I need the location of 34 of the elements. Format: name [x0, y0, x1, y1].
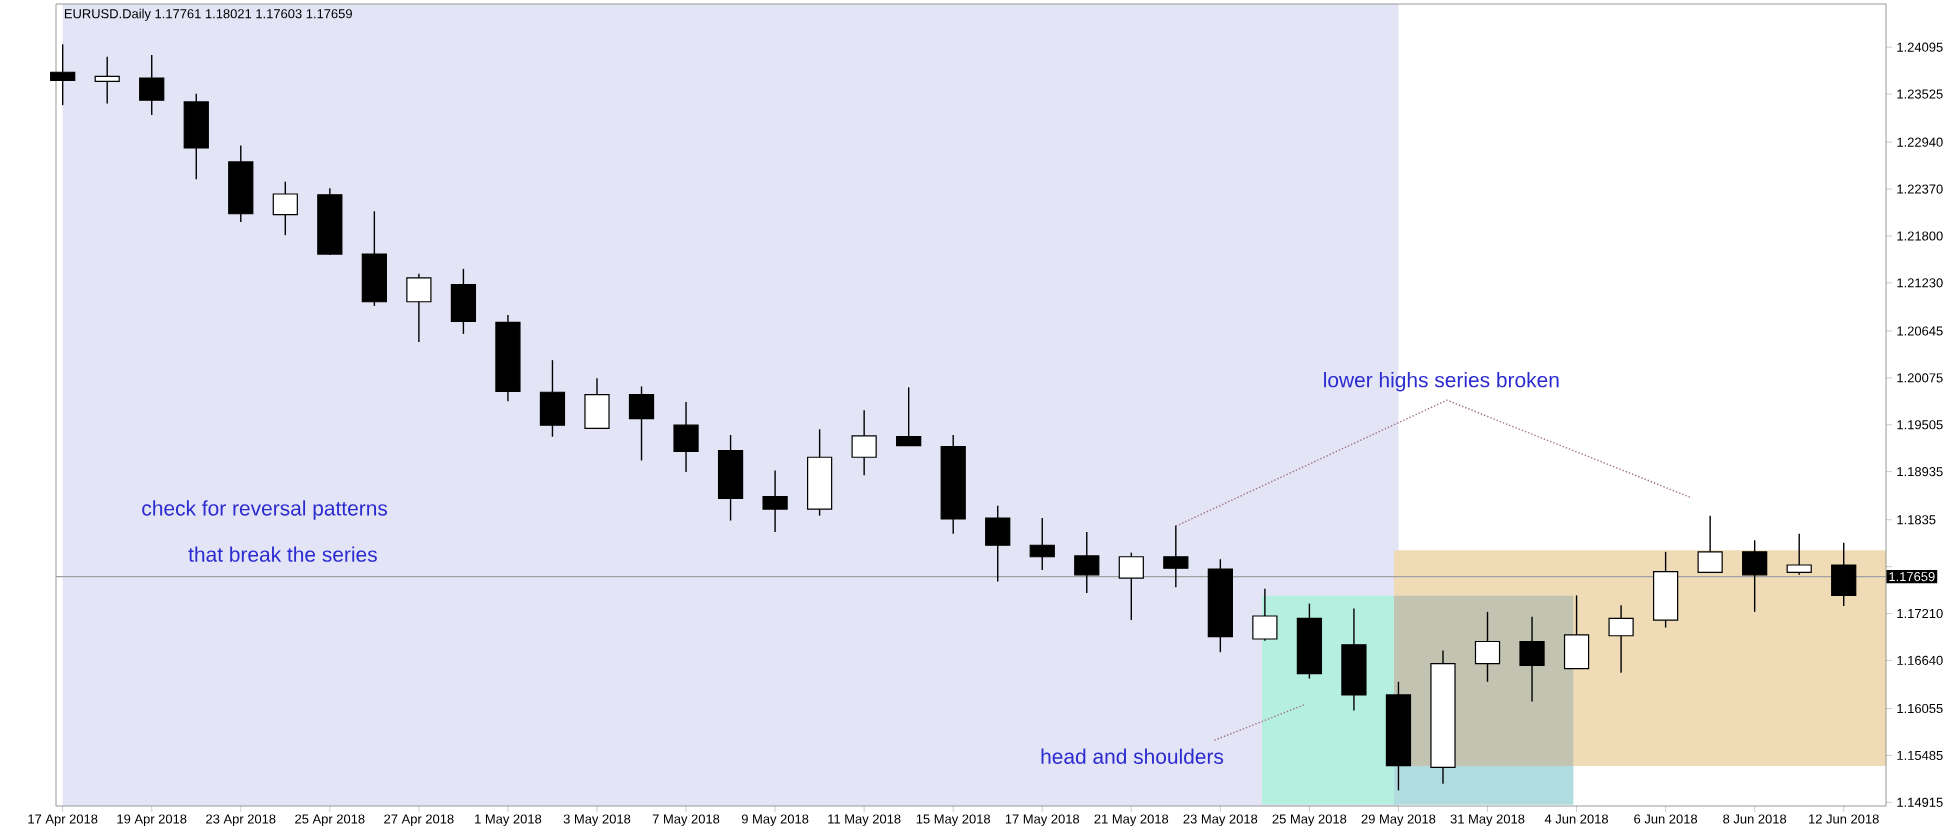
candlestick — [183, 92, 209, 180]
candlestick — [1742, 539, 1768, 613]
candlestick — [1786, 533, 1812, 576]
candlestick — [1608, 604, 1634, 674]
candlestick — [1252, 588, 1278, 642]
candlestick — [94, 55, 120, 105]
candlestick — [1163, 524, 1189, 588]
candlestick — [717, 434, 744, 522]
candlestick — [1074, 531, 1100, 594]
candlestick — [50, 43, 76, 106]
candlestick — [1831, 542, 1857, 607]
candlestick — [851, 409, 877, 477]
candlestick — [762, 469, 788, 533]
annotation: check for reversal patterns — [142, 500, 388, 520]
annotation: head and shoulders — [1041, 748, 1224, 764]
candlestick — [139, 54, 165, 116]
candlestick — [539, 359, 566, 438]
candlestick — [673, 401, 699, 473]
candlestick — [985, 505, 1011, 583]
candlestick — [1118, 551, 1144, 621]
candlestick — [450, 268, 477, 335]
candlestick — [1519, 616, 1545, 703]
candlestick — [1474, 611, 1501, 683]
candlestick — [628, 385, 655, 462]
candlestick — [896, 386, 922, 447]
candlestick — [1563, 594, 1590, 670]
candlestick — [361, 210, 387, 307]
candlestick — [584, 377, 610, 430]
candlestick — [1697, 514, 1723, 574]
candlestick — [406, 273, 432, 343]
annotation: that break the series — [188, 546, 377, 562]
candlestick — [272, 180, 298, 236]
annotation: lower highs series broken — [1324, 371, 1559, 392]
candlestick — [1029, 517, 1055, 571]
